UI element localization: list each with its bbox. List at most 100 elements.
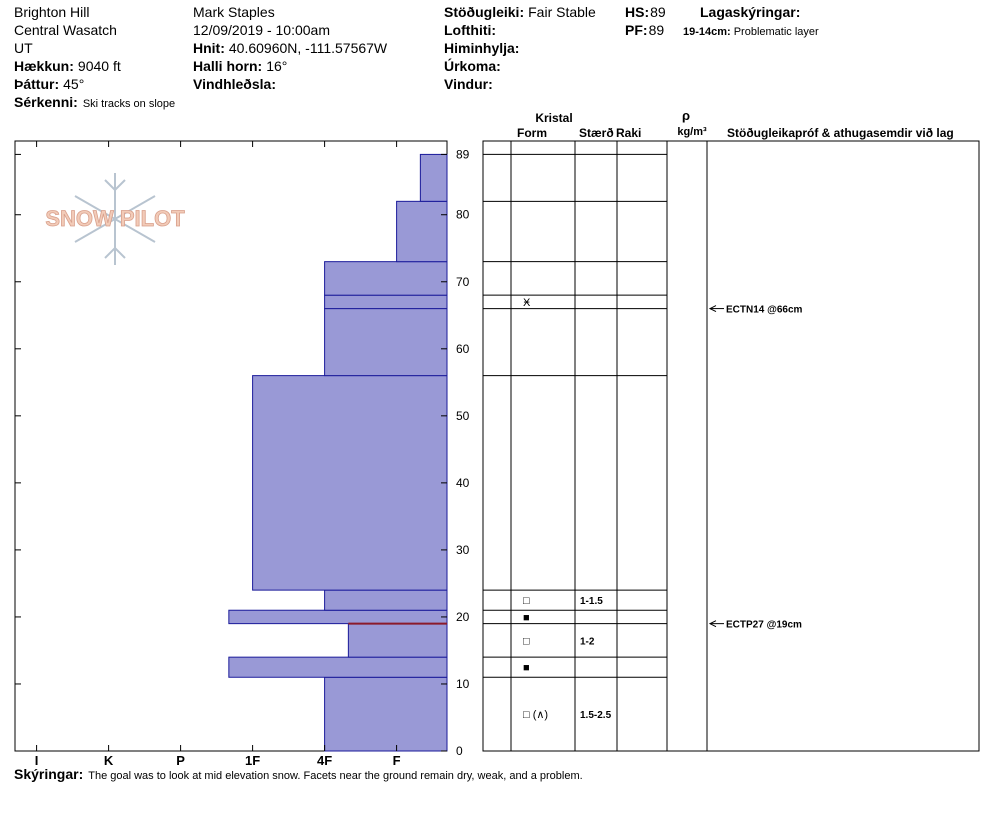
header: kg/m³	[677, 126, 707, 138]
field: HS:89	[625, 4, 666, 20]
value: 9040 ft	[78, 58, 121, 74]
grain-form: Ӿ	[523, 297, 531, 309]
y-tick-label: 40	[456, 476, 470, 490]
layer-bar	[228, 609, 448, 625]
layer-bar	[228, 656, 448, 678]
label: Vindhleðsla:	[193, 76, 276, 92]
y-tick-label: 20	[456, 610, 470, 624]
label: Stöðugleiki:	[444, 4, 524, 20]
location: Central Wasatch	[14, 22, 117, 38]
test-label: ECTP27 @19cm	[726, 620, 802, 631]
x-tick-label: 1F	[245, 753, 260, 768]
text: Problematic layer	[734, 26, 819, 38]
label: Sérkenni:	[14, 94, 78, 110]
x-tick-label: P	[176, 753, 185, 768]
value: 16°	[266, 58, 287, 74]
observer: Mark Staples	[193, 4, 275, 20]
snowflake	[74, 195, 156, 243]
label: Hnit:	[193, 40, 225, 56]
y-tick-label: 80	[456, 208, 470, 222]
snowflake	[104, 179, 126, 192]
grain-form: ■	[523, 662, 530, 674]
value: 40.60960N, -111.57567W	[229, 40, 388, 56]
label: Halli horn:	[193, 58, 262, 74]
table-headers: Kristal Form Stærð Raki ρ kg/m³ Stöðugle…	[517, 108, 954, 140]
label: Himinhylja:	[444, 40, 519, 56]
x-tick-label: F	[393, 753, 401, 768]
header: Brighton Hill Central Wasatch UT Hækkun:…	[14, 4, 819, 110]
y-tick-label: 10	[456, 677, 470, 691]
label: Þáttur:	[14, 76, 59, 92]
table-frame	[482, 140, 980, 752]
layer-bar	[324, 308, 448, 377]
location: Brighton Hill	[14, 4, 89, 20]
y-tick-label: 60	[456, 342, 470, 356]
grain-form: ■	[523, 612, 530, 624]
location: UT	[14, 40, 33, 56]
field: PF:89	[625, 22, 664, 38]
layer-bar	[396, 200, 448, 263]
grain-form: □	[523, 635, 530, 647]
grain-table	[482, 140, 980, 752]
y-tick-label: 70	[456, 275, 470, 289]
layer-bar	[347, 623, 448, 658]
grain-form: □	[523, 595, 530, 607]
y-tick-label: 30	[456, 543, 470, 557]
test-arrowhead	[708, 620, 717, 628]
logo-text: SNOW PILOT	[45, 206, 185, 231]
field: Stöðugleiki: Fair Stable	[444, 4, 596, 20]
grain-size: 1.5-2.5	[580, 710, 612, 721]
range: 19-14cm:	[683, 26, 731, 38]
datetime: 12/09/2019 - 10:00am	[193, 22, 330, 38]
y-tick-label: 89	[456, 147, 470, 161]
label: Lofthiti:	[444, 22, 496, 38]
layer-bar	[324, 676, 448, 752]
field: Sérkenni: Ski tracks on slope	[14, 94, 175, 110]
logo	[74, 173, 156, 265]
layer-bar	[419, 153, 448, 202]
value: 89	[650, 4, 666, 20]
footer: Skýringar: The goal was to look at mid el…	[14, 766, 583, 782]
x-tick-label: I	[35, 753, 39, 768]
header: ρ	[682, 108, 690, 123]
header: Raki	[616, 126, 641, 140]
value: Fair Stable	[528, 4, 596, 20]
label: Hækkun:	[14, 58, 74, 74]
label: HS:	[625, 4, 649, 20]
value: Ski tracks on slope	[83, 98, 175, 110]
value: 45°	[63, 76, 84, 92]
grain-size: 1-1.5	[580, 596, 603, 607]
field: Hnit: 40.60960N, -111.57567W	[193, 40, 388, 56]
header: Form	[517, 126, 547, 140]
header: Stöðugleikapróf & athugasemdir við lag	[727, 126, 954, 140]
field: Halli horn: 16°	[193, 58, 287, 74]
x-tick-label: K	[104, 753, 114, 768]
value: The goal was to look at mid elevation sn…	[88, 770, 582, 782]
header: Stærð	[579, 126, 614, 140]
label: Úrkoma:	[444, 57, 501, 74]
label: Lagaskýringar:	[700, 4, 800, 20]
y-tick-label: 0	[456, 744, 463, 758]
layer-bar	[324, 589, 448, 611]
layer-bar	[252, 375, 448, 591]
layer-note: 19-14cm: Problematic layer	[683, 26, 819, 38]
table-body: □ (∧) 1.5-2.5 ■ □ 1-2 ■ □ 1-1.5 Ӿ ECTN14 @66cm ECT…	[483, 153, 803, 721]
snowflake	[104, 246, 126, 259]
grain-size: 1-2	[580, 636, 595, 647]
test-label: ECTN14 @66cm	[726, 305, 803, 316]
label: PF:	[625, 22, 648, 38]
plot: 0 10 20 30 40 50 60 70 80 89 I K P 1F 4F F	[15, 141, 470, 768]
layer-bar	[324, 294, 448, 310]
layer-bar	[324, 261, 448, 296]
value: 89	[649, 22, 665, 38]
grain-form: □ (∧)	[523, 709, 548, 721]
label: Skýringar:	[14, 766, 83, 782]
field: Þáttur: 45°	[14, 76, 84, 92]
x-tick-label: 4F	[317, 753, 332, 768]
header: Kristal	[535, 111, 572, 125]
field: Hækkun: 9040 ft	[14, 58, 121, 74]
label: Vindur:	[444, 76, 493, 92]
y-tick-label: 50	[456, 409, 470, 423]
test-arrowhead	[708, 305, 717, 313]
